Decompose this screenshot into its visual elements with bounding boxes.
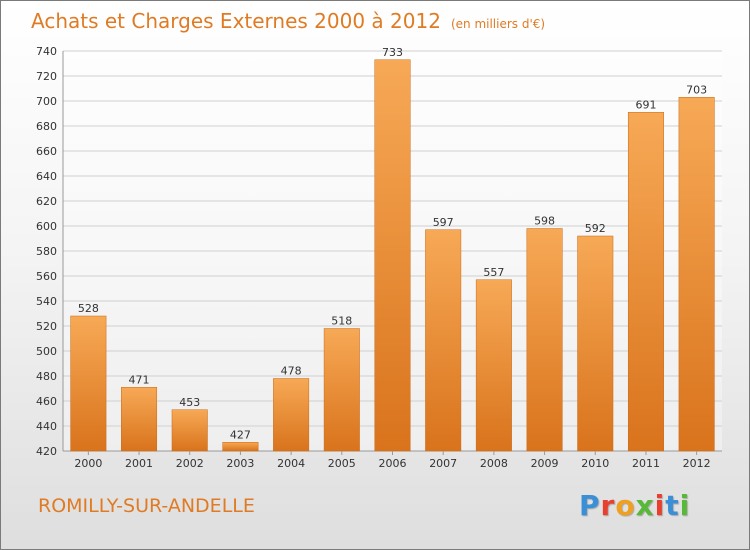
bar-value-label: 528 [78, 302, 99, 315]
chart-title-text: Achats et Charges Externes 2000 à 2012 [31, 9, 441, 33]
commune-name: ROMILLY-SUR-ANDELLE [38, 495, 255, 517]
y-tick-label: 680 [36, 120, 57, 133]
x-tick-label: 2003 [226, 457, 254, 470]
y-tick-label: 560 [36, 270, 57, 283]
bar-value-label: 478 [281, 365, 302, 378]
y-tick-label: 720 [36, 70, 57, 83]
bar-2008 [475, 279, 512, 452]
x-tick-label: 2010 [581, 457, 609, 470]
x-tick-label: 2005 [328, 457, 356, 470]
bar-value-label: 703 [686, 83, 707, 96]
y-tick-label: 540 [36, 295, 57, 308]
bar-2002 [171, 409, 208, 452]
x-tick-label: 2006 [379, 457, 407, 470]
x-tick-label: 2012 [683, 457, 711, 470]
bar-2005 [323, 328, 360, 452]
bar-value-label: 598 [534, 215, 555, 228]
logo-letter: t [665, 489, 680, 522]
bar-2000 [70, 315, 107, 452]
chart-subtitle: (en milliers d'€) [450, 17, 546, 31]
logo-letter: P [579, 489, 601, 522]
chart-title: Achats et Charges Externes 2000 à 2012 (e… [31, 9, 545, 33]
bar-2009 [526, 228, 563, 452]
y-tick-label: 660 [36, 145, 57, 158]
bar-2012 [678, 97, 715, 452]
bar-value-label: 733 [382, 46, 403, 59]
y-tick-label: 580 [36, 245, 57, 258]
bar-2011 [627, 112, 664, 452]
bar-2003 [222, 442, 259, 452]
bar-value-label: 453 [179, 396, 200, 409]
x-tick-label: 2002 [176, 457, 204, 470]
logo-letter: o [615, 489, 636, 522]
bar-2006 [374, 59, 411, 452]
x-tick-label: 2008 [480, 457, 508, 470]
bar-value-label: 691 [635, 98, 656, 111]
bar-value-label: 518 [331, 315, 352, 328]
x-tick-label: 2007 [429, 457, 457, 470]
bar-2007 [425, 229, 462, 452]
y-tick-label: 700 [36, 95, 57, 108]
y-tick-label: 520 [36, 320, 57, 333]
y-tick-label: 640 [36, 170, 57, 183]
y-tick-label: 600 [36, 220, 57, 233]
bar-2004 [273, 378, 310, 452]
bar-value-label: 471 [129, 373, 150, 386]
logo-letter: r [600, 489, 616, 522]
x-tick-label: 2004 [277, 457, 305, 470]
x-tick-label: 2009 [531, 457, 559, 470]
x-tick-label: 2001 [125, 457, 153, 470]
y-tick-label: 480 [36, 370, 57, 383]
bar-2001 [121, 387, 158, 452]
y-tick-label: 440 [36, 420, 57, 433]
bar-value-label: 427 [230, 428, 251, 441]
logo-letter: i [654, 489, 666, 522]
proxiti-logo: Proxiti [579, 489, 690, 522]
bar-value-label: 557 [483, 266, 504, 279]
bar-value-label: 597 [433, 216, 454, 229]
x-tick-label: 2011 [632, 457, 660, 470]
y-tick-label: 500 [36, 345, 57, 358]
x-tick-label: 2000 [74, 457, 102, 470]
y-tick-label: 460 [36, 395, 57, 408]
y-tick-label: 740 [36, 45, 57, 58]
logo-letter: i [679, 489, 691, 522]
bar-2010 [577, 235, 614, 452]
y-tick-label: 420 [36, 445, 57, 458]
logo-letter: x [635, 489, 655, 522]
bar-value-label: 592 [585, 222, 606, 235]
y-tick-label: 620 [36, 195, 57, 208]
